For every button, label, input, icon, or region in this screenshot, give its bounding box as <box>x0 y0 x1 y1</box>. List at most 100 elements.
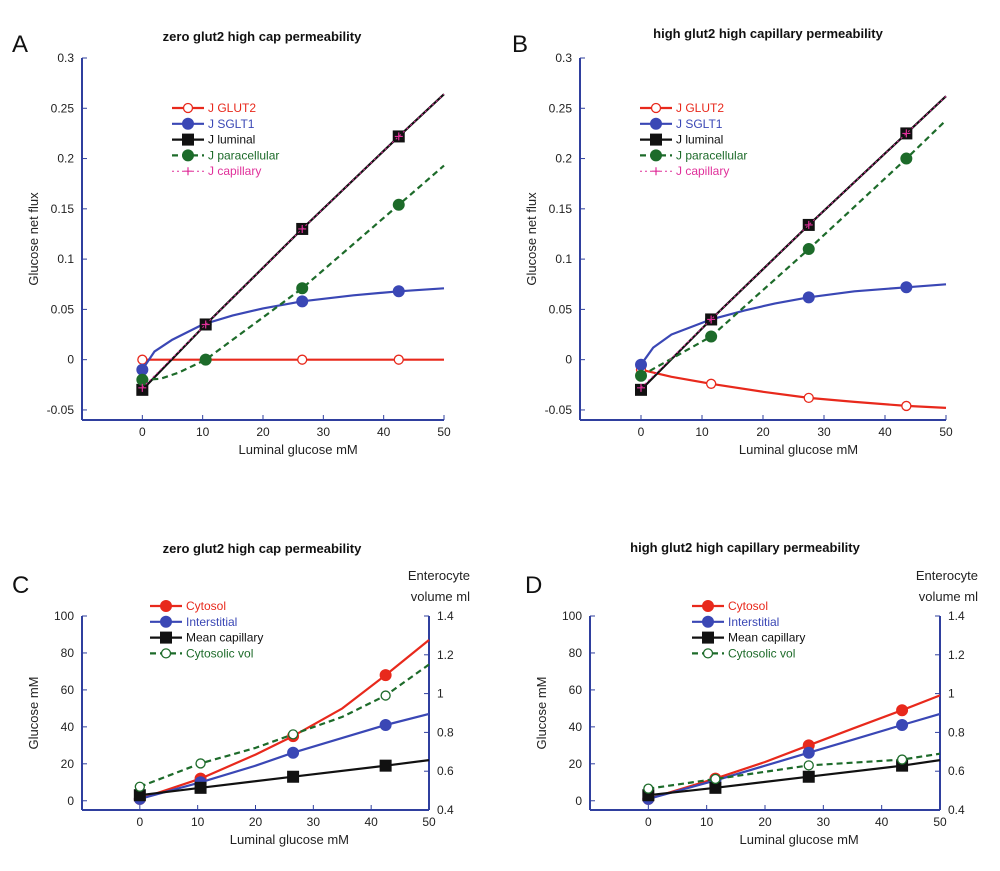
data-point <box>705 330 718 343</box>
y-tick-label: 0.25 <box>51 101 75 115</box>
legend-marker <box>182 133 194 146</box>
x-tick-label: 50 <box>437 425 451 439</box>
data-point <box>394 132 403 141</box>
y-tick-label: 60 <box>61 683 75 697</box>
series-j-glut2 <box>137 354 444 365</box>
x-tick-label: 30 <box>307 815 321 829</box>
legend-label: Interstitial <box>186 615 237 629</box>
series-j-paracellular <box>136 164 445 386</box>
y-tick-label: 0.3 <box>555 51 572 65</box>
legend-marker <box>160 648 172 659</box>
legend-marker <box>650 117 662 130</box>
data-point <box>393 354 404 365</box>
chart-title: zero glut2 high cap permeability <box>163 541 362 556</box>
series-j-sglt1 <box>635 281 947 371</box>
y-axis-label: Glucose net flux <box>26 192 41 286</box>
y2-tick-label: 1 <box>437 687 444 701</box>
x-tick-label: 50 <box>939 425 953 439</box>
data-point <box>138 383 147 392</box>
data-point <box>896 754 908 765</box>
legend-label: Interstitial <box>728 615 779 629</box>
y2-tick-label: 0.6 <box>437 764 454 778</box>
y-tick-label: 100 <box>54 609 74 623</box>
legend-marker <box>652 167 660 176</box>
x-tick-label: 40 <box>364 815 378 829</box>
y-tick-label: 60 <box>569 683 583 697</box>
data-point <box>133 789 146 802</box>
data-point <box>901 400 912 412</box>
x-tick-label: 0 <box>139 425 146 439</box>
y-tick-label: 0.05 <box>549 302 573 316</box>
series-line <box>640 368 947 409</box>
series-line <box>648 712 941 800</box>
y2-tick-label: 1.4 <box>948 609 965 623</box>
series-j-glut2 <box>635 364 947 412</box>
x-tick-label: 30 <box>817 425 831 439</box>
x-tick-label: 20 <box>756 425 770 439</box>
data-point <box>706 378 717 389</box>
data-point <box>296 295 309 308</box>
legend-label: Cytosol <box>728 599 768 613</box>
y-tick-label: 40 <box>569 720 583 734</box>
chart-title: high glut2 high capillary permeability <box>653 26 883 41</box>
x-axis-label: Luminal glucose mM <box>239 442 358 457</box>
data-point <box>637 383 645 392</box>
y-tick-label: 0.15 <box>549 202 573 216</box>
y-tick-label: 0.2 <box>57 152 74 166</box>
data-point <box>802 770 815 783</box>
y2-tick-label: 1.2 <box>948 648 965 662</box>
legend-label: J GLUT2 <box>676 101 724 115</box>
legend-label: J paracellular <box>208 148 279 162</box>
panel-letter: D <box>525 572 542 599</box>
legend-marker <box>182 117 194 130</box>
data-point <box>379 759 392 772</box>
legend-label: J SGLT1 <box>676 117 723 131</box>
y-tick-label: 0 <box>67 794 74 808</box>
y-tick-label: 20 <box>61 757 75 771</box>
panel-letter: A <box>12 31 28 58</box>
x-axis-label: Luminal glucose mM <box>739 442 858 457</box>
y-tick-label: -0.05 <box>47 403 75 417</box>
data-point <box>803 760 814 771</box>
y2-axis-label: volume ml <box>919 589 978 604</box>
legend-marker <box>702 648 714 659</box>
x-tick-label: 40 <box>875 815 889 829</box>
legend-label: Mean capillary <box>728 631 805 645</box>
data-point <box>643 783 654 794</box>
y-axis-label: Glucose mM <box>26 677 41 750</box>
data-point <box>392 285 405 298</box>
x-tick-label: 10 <box>700 815 714 829</box>
data-point <box>380 690 391 701</box>
legend-marker <box>160 615 172 628</box>
panel-letter: B <box>512 31 528 58</box>
series-cytosolic-vol <box>134 663 430 792</box>
legend-marker <box>650 149 662 162</box>
x-tick-label: 0 <box>638 425 645 439</box>
y-tick-label: 40 <box>61 720 75 734</box>
y-tick-label: 20 <box>569 757 583 771</box>
y-tick-label: 0 <box>67 353 74 367</box>
data-point <box>392 198 405 211</box>
legend-label: Mean capillary <box>186 631 263 645</box>
y-tick-label: 80 <box>61 646 75 660</box>
y-tick-label: 0.25 <box>549 101 573 115</box>
x-tick-label: 40 <box>377 425 391 439</box>
legend-marker <box>184 167 192 176</box>
legend-marker <box>182 102 194 114</box>
legend-marker <box>650 133 662 146</box>
legend: Cytosol Interstitial Mean capillaryCytosol… <box>692 599 805 660</box>
x-tick-label: 20 <box>249 815 263 829</box>
x-tick-label: 50 <box>933 815 947 829</box>
y2-tick-label: 1.4 <box>437 609 454 623</box>
y-tick-label: 80 <box>569 646 583 660</box>
y-tick-label: 0.2 <box>555 152 572 166</box>
y-tick-label: 100 <box>562 609 582 623</box>
data-point <box>379 719 392 732</box>
data-point <box>296 282 309 295</box>
x-tick-label: 30 <box>817 815 831 829</box>
y-tick-label: 0.1 <box>555 252 572 266</box>
data-point <box>902 129 911 138</box>
y2-tick-label: 1.2 <box>437 648 454 662</box>
